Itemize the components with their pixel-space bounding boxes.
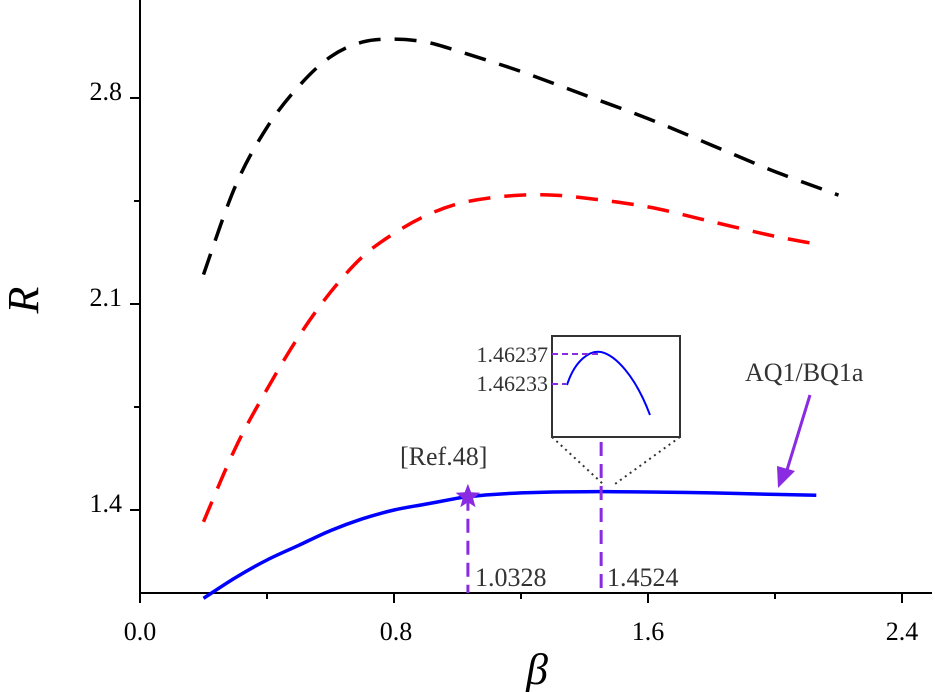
x-axis-title: β — [525, 645, 548, 692]
inset-connector-right — [614, 436, 681, 485]
annotation-arrow — [785, 394, 812, 471]
inset-tick-label: 1.46237 — [477, 342, 549, 367]
y-tick-label: 2.1 — [90, 283, 123, 312]
y-tick-label: 2.8 — [90, 77, 123, 106]
inset-curve — [566, 350, 651, 416]
series-black-dashed — [201, 37, 840, 276]
x-tick-label: 2.4 — [886, 617, 919, 646]
ref48-star-marker — [455, 483, 481, 508]
annotation-aq1-bq1a: AQ1/BQ1a — [745, 358, 864, 387]
annotation-ref48: [Ref.48] — [400, 442, 487, 471]
annotation-1-4524: 1.4524 — [607, 563, 679, 592]
inset-connector-left — [551, 436, 604, 485]
inset-tick-label: 1.46233 — [477, 371, 549, 396]
y-axis-title: R — [0, 286, 48, 314]
annotation-1-0328: 1.0328 — [475, 563, 547, 592]
x-tick-label: 0.8 — [380, 617, 413, 646]
x-tick-label: 1.6 — [632, 617, 665, 646]
x-tick-label: 0.0 — [124, 617, 157, 646]
y-tick-label: 1.4 — [90, 489, 123, 518]
series-red-dashed — [201, 192, 823, 523]
series-aq1-bq1a — [202, 489, 817, 600]
y-ticks — [130, 96, 140, 511]
arrow-head — [777, 466, 795, 488]
series-layer — [201, 37, 840, 600]
inset-frame — [551, 335, 681, 438]
x-ticks — [139, 593, 903, 603]
